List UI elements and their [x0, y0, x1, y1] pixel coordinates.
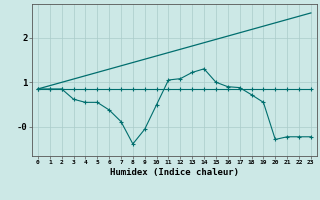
X-axis label: Humidex (Indice chaleur): Humidex (Indice chaleur) — [110, 168, 239, 177]
